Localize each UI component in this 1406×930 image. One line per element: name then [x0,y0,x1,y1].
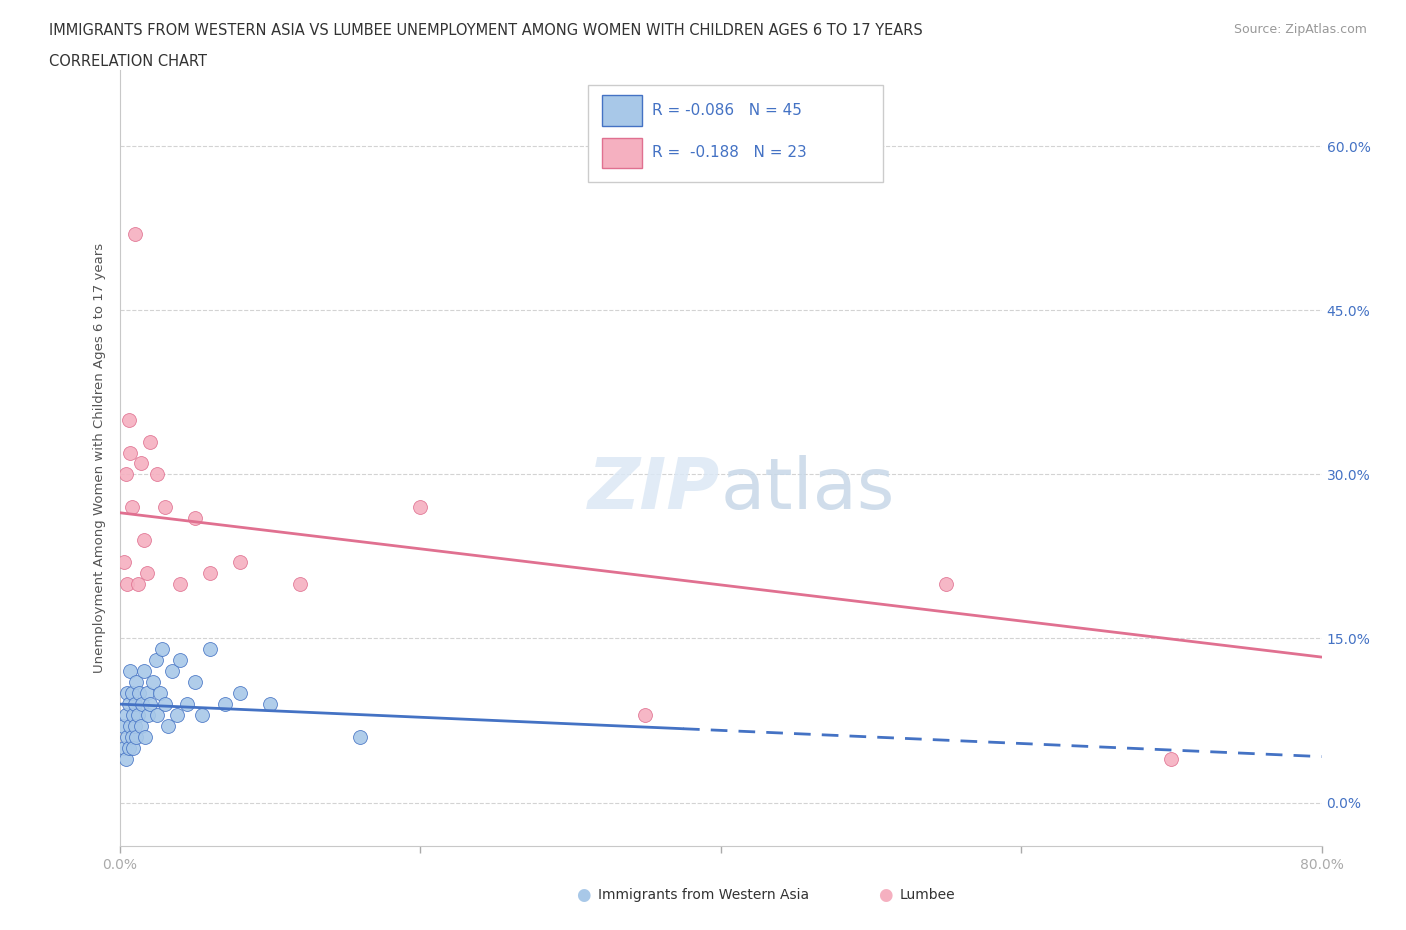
Point [169,653,191,668]
Point [112,554,135,569]
Point [1160,751,1182,766]
Point [124,697,146,711]
Point [409,499,432,514]
Point [169,577,191,591]
FancyBboxPatch shape [588,86,883,182]
Point [135,565,157,580]
Point [124,719,146,734]
Point [127,708,149,723]
Point [127,577,149,591]
Point [132,664,155,679]
Point [634,708,657,723]
Point [146,467,169,482]
Point [160,664,183,679]
Point [142,675,165,690]
Point [138,434,160,449]
Point [131,697,153,711]
Point [138,697,160,711]
Point [118,719,141,734]
Point [145,653,167,668]
FancyBboxPatch shape [602,138,643,168]
Y-axis label: Unemployment Among Women with Children Ages 6 to 17 years: Unemployment Among Women with Children A… [93,243,107,673]
Text: R =  -0.188   N = 23: R = -0.188 N = 23 [652,145,807,160]
Point [228,554,252,569]
Point [121,729,143,744]
Point [129,456,152,471]
Point [349,729,371,744]
Point [183,511,205,525]
Point [191,708,214,723]
Point [115,685,138,700]
Point [118,664,141,679]
Point [114,708,136,723]
Point [117,740,139,755]
Point [134,729,156,744]
Point [128,685,150,700]
Point [124,226,146,241]
Point [122,708,145,723]
Text: Source: ZipAtlas.com: Source: ZipAtlas.com [1233,23,1367,36]
Point [228,685,252,700]
Point [150,642,173,657]
Point [115,729,138,744]
Text: Lumbee: Lumbee [900,887,956,902]
Point [176,697,198,711]
Point [198,565,221,580]
FancyBboxPatch shape [602,96,643,126]
Point [153,499,176,514]
Text: R = -0.086   N = 45: R = -0.086 N = 45 [652,102,801,117]
Point [111,719,134,734]
Point [935,577,957,591]
Text: ZIP: ZIP [588,455,720,524]
Point [117,697,139,711]
Point [153,697,176,711]
Text: ●: ● [879,885,893,904]
Point [125,729,148,744]
Point [125,675,148,690]
Point [121,685,143,700]
Text: IMMIGRANTS FROM WESTERN ASIA VS LUMBEE UNEMPLOYMENT AMONG WOMEN WITH CHILDREN AG: IMMIGRANTS FROM WESTERN ASIA VS LUMBEE U… [49,23,922,38]
Point [136,708,159,723]
Point [115,577,138,591]
Point [259,697,281,711]
Point [149,685,172,700]
Point [114,751,136,766]
Point [122,740,145,755]
Text: CORRELATION CHART: CORRELATION CHART [49,54,207,69]
Point [129,719,152,734]
Point [114,467,136,482]
Text: ●: ● [576,885,591,904]
Point [118,445,141,460]
Point [183,675,205,690]
Text: Immigrants from Western Asia: Immigrants from Western Asia [598,887,808,902]
Point [166,708,188,723]
Point [156,719,179,734]
Point [288,577,311,591]
Point [121,499,143,514]
Point [146,708,169,723]
Point [198,642,221,657]
Point [132,533,155,548]
Point [135,685,157,700]
Point [214,697,236,711]
Point [112,740,135,755]
Point [117,412,139,427]
Text: atlas: atlas [720,455,896,524]
